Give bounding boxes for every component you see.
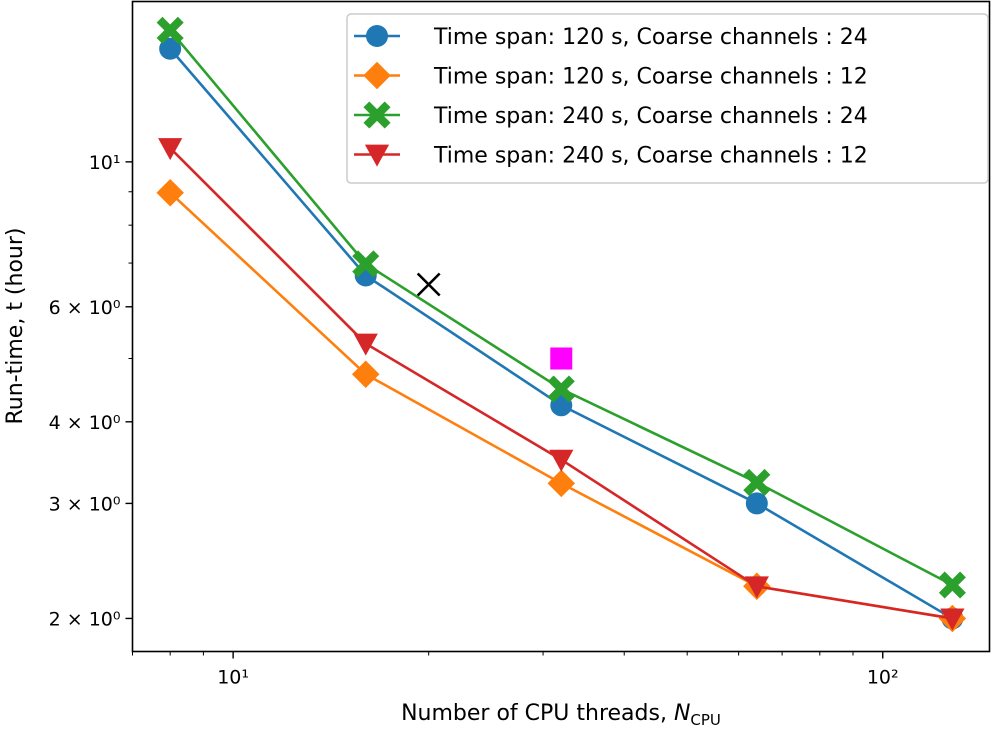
y-tick-label: 3 × 10⁰ (49, 493, 121, 515)
data-point (743, 468, 771, 496)
legend-entry-2: Time span: 120 s, Coarse channels : 12 (354, 61, 868, 90)
extra-point (550, 347, 573, 370)
data-point (159, 37, 182, 60)
series-3 (156, 16, 966, 599)
y-axis-label: Run-time, t (hour) (3, 228, 28, 425)
legend: Time span: 120 s, Coarse channels : 24 Ti… (346, 13, 989, 184)
legend-entry-3: Time span: 240 s, Coarse channels : 24 (354, 101, 868, 129)
data-point (156, 16, 184, 44)
data-point (351, 360, 380, 389)
legend-label: Time span: 120 s, Coarse channels : 24 (433, 25, 868, 50)
legend-label: Time span: 240 s, Coarse channels : 24 (433, 104, 868, 129)
x-axis-label-symbol: N (674, 701, 690, 726)
y-tick-label: 4 × 10⁰ (49, 412, 121, 434)
y-tick-label: 6 × 10⁰ (49, 297, 121, 319)
data-point (158, 138, 183, 161)
series-4 (158, 138, 965, 631)
data-point (352, 250, 380, 278)
x-tick-label: 10¹ (217, 667, 249, 689)
data-point (744, 576, 769, 599)
legend-label: Time span: 120 s, Coarse channels : 12 (433, 65, 868, 90)
x-axis-label-subscript: CPU (690, 711, 721, 726)
data-point (353, 333, 378, 356)
legend-label: Time span: 240 s, Coarse channels : 12 (433, 144, 868, 169)
x-tick-label: 10² (867, 667, 899, 689)
extra-point (416, 272, 441, 297)
legend-box (346, 13, 989, 184)
ticks: 10¹ 10² 10¹ 6 × 10⁰ 4 × 10⁰ 3 × 10⁰ 2 × 10⁰ (49, 152, 899, 689)
plot-area (156, 16, 967, 633)
axes-frame (131, 0, 991, 653)
legend-marker (364, 144, 390, 167)
x-axis-label-text: Number of CPU threads, (401, 701, 674, 726)
data-point (156, 178, 184, 207)
x-axis-label: Number of CPU threads, NCPU (401, 701, 721, 726)
data-point (940, 608, 965, 631)
data-point (547, 469, 576, 498)
data-point (549, 449, 574, 472)
legend-entry-4: Time span: 240 s, Coarse channels : 12 (354, 144, 868, 169)
data-point (938, 571, 966, 599)
legend-marker (366, 25, 388, 47)
legend-entry-1: Time span: 120 s, Coarse channels : 24 (354, 25, 868, 50)
y-tick-label: 10¹ (89, 152, 121, 174)
data-point (745, 492, 768, 515)
legend-marker (363, 101, 391, 129)
legend-marker (363, 61, 391, 90)
y-tick-label: 2 × 10⁰ (49, 608, 121, 630)
data-point (547, 375, 575, 403)
